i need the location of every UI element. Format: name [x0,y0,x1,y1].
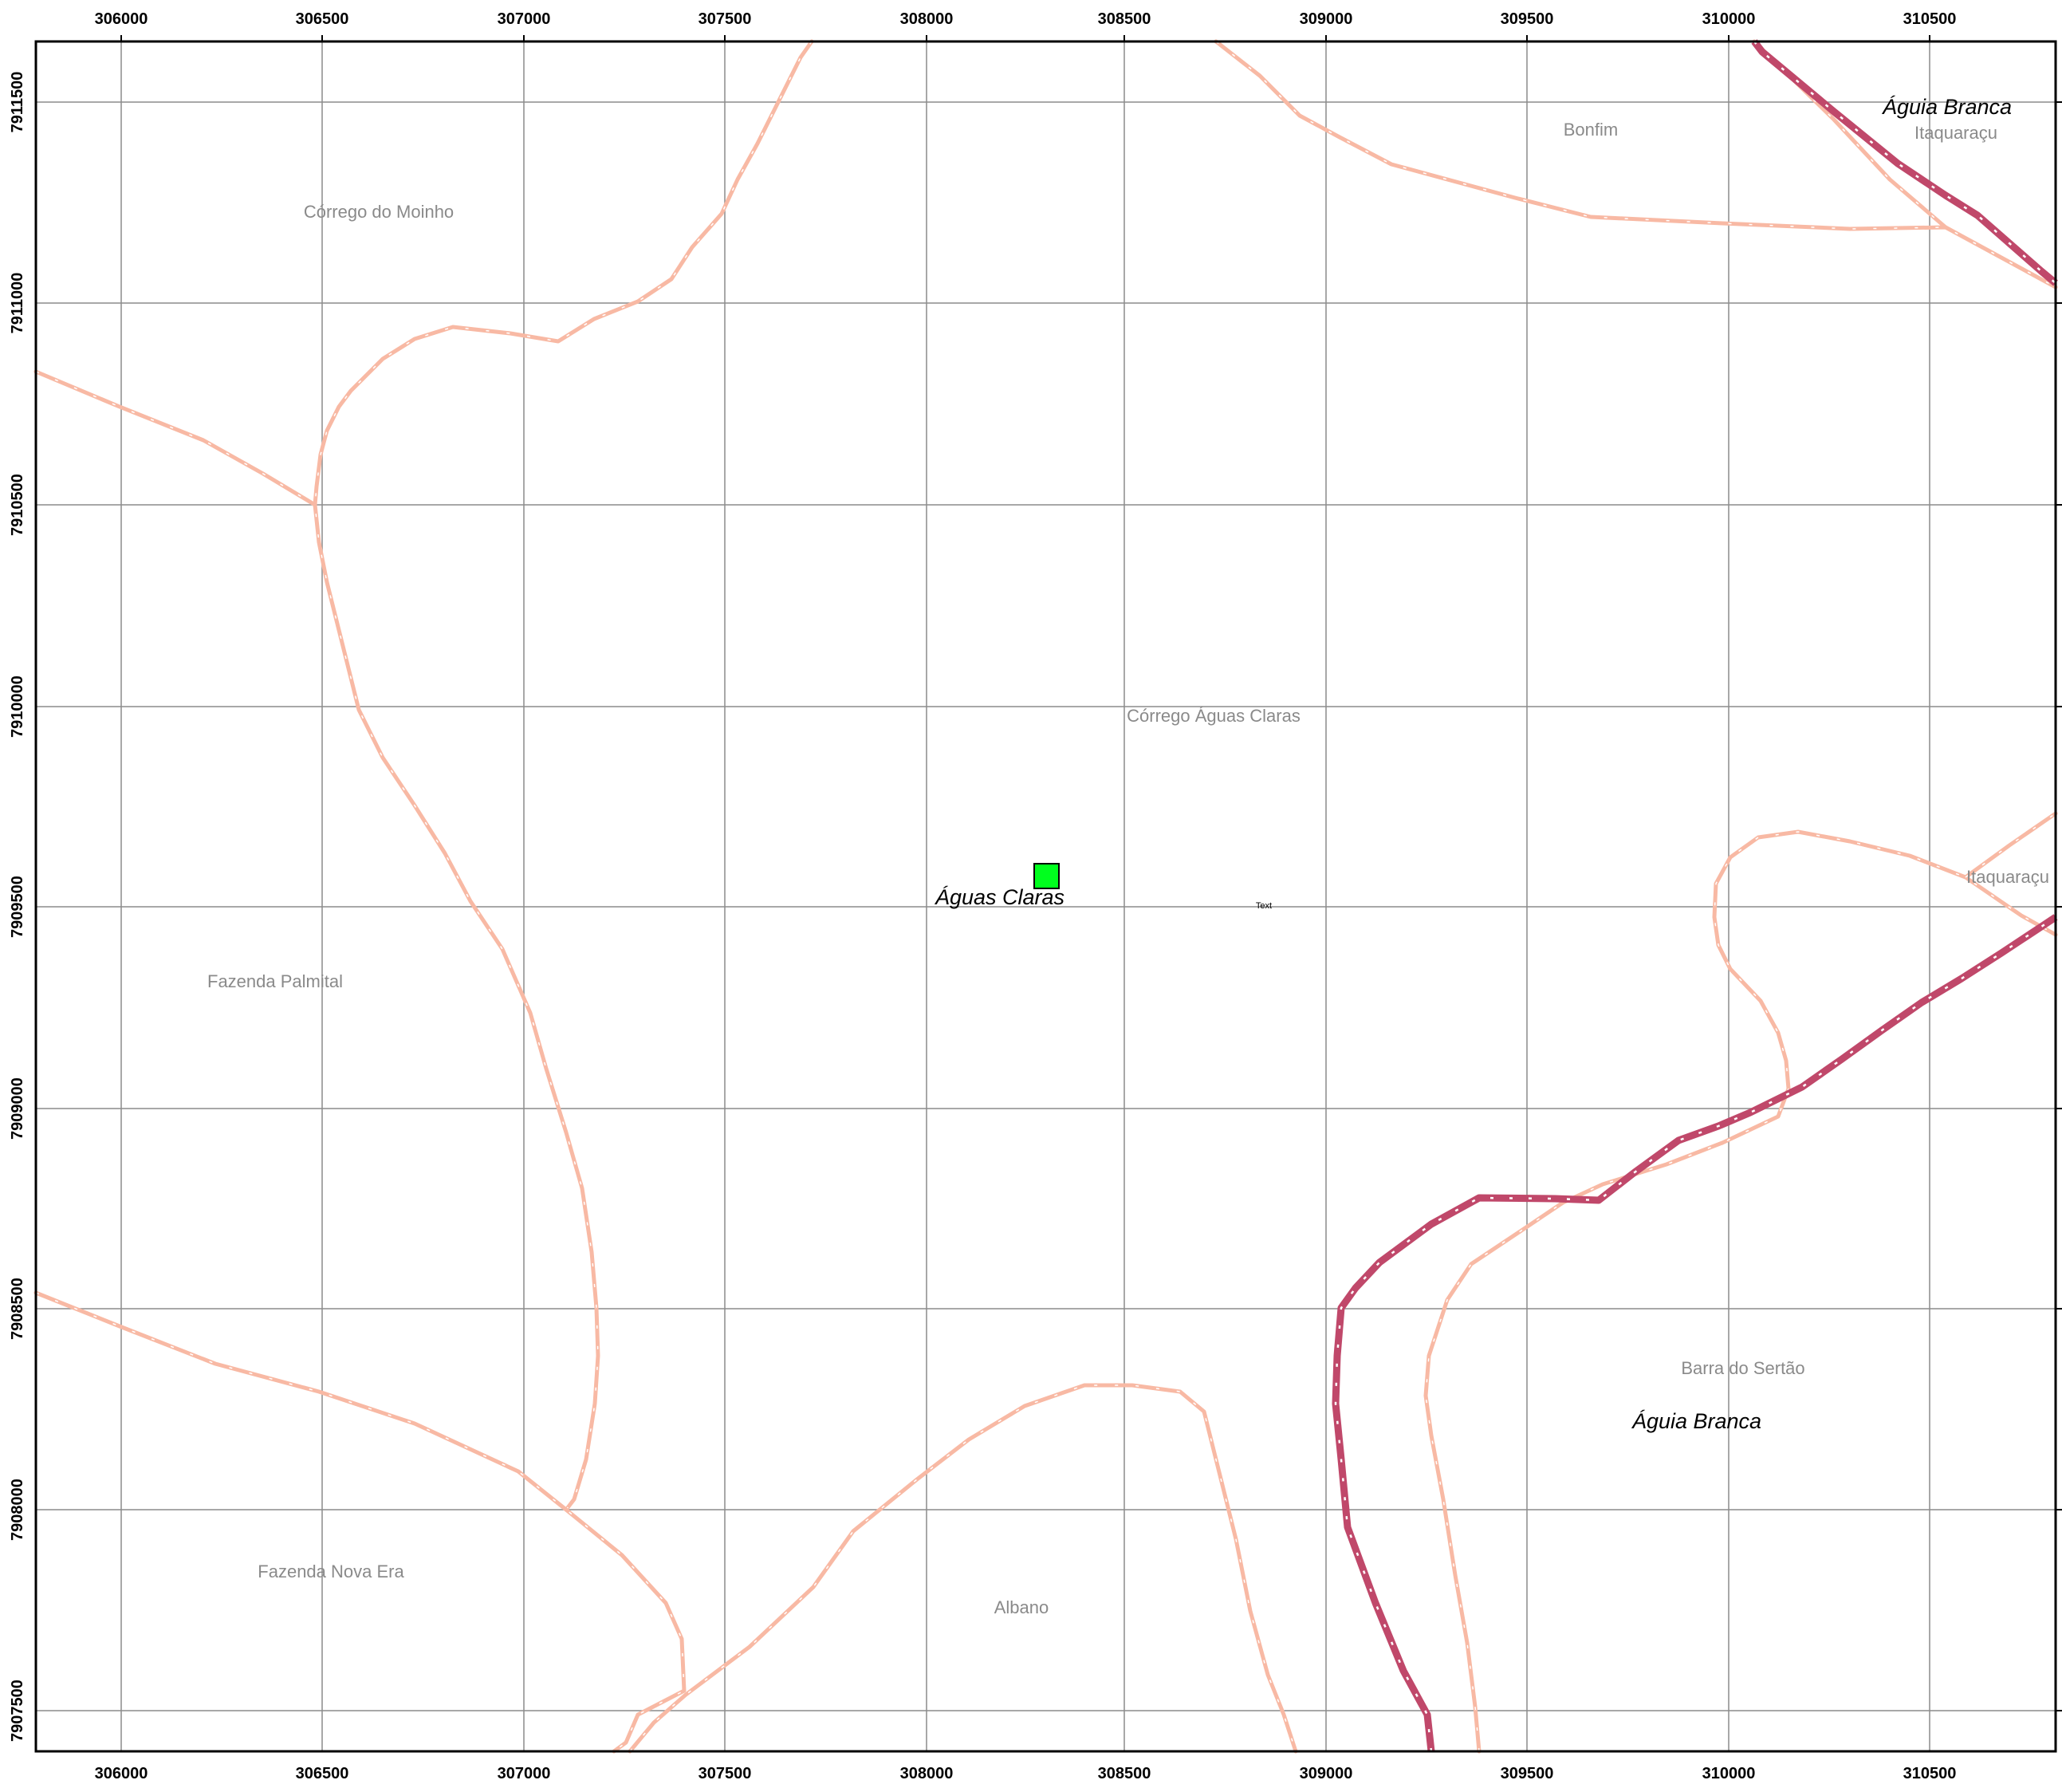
x-tick-label-top: 306000 [95,10,148,28]
label-aguia-branca-top: Águia Branca [1881,95,2012,119]
tick-marks [120,35,2062,1711]
label-text-placeholder: Text [1256,901,1272,911]
x-tick-label-top: 306500 [296,10,349,28]
x-axis-labels-bottom: 306000 306500 307000 307500 308000 30850… [95,1765,1957,1782]
x-tick-label-top: 307500 [698,10,752,28]
x-tick-label-top: 308500 [1098,10,1151,28]
place-labels: Córrego do Moinho Bonfim Itaquaraçu Córr… [207,95,2049,1617]
x-tick-label-top: 309000 [1300,10,1353,28]
road-major-southeast [1332,914,2058,1752]
x-tick-label-bottom: 307500 [698,1765,752,1782]
x-tick-label-top: 310500 [1903,10,1957,28]
x-tick-label-bottom: 309000 [1300,1765,1353,1782]
y-tick-label-left: 7909500 [9,876,26,938]
y-tick-label-left: 7910500 [9,474,26,536]
x-tick-label-top: 307000 [498,10,551,28]
x-tick-label-top: 308000 [900,10,954,28]
x-tick-label-bottom: 310000 [1702,1765,1756,1782]
minor-roads-layer [33,39,2058,1754]
road-minor-north-east [1214,39,2058,289]
y-tick-label-left: 7910000 [9,675,26,738]
x-tick-label-bottom: 308500 [1098,1765,1151,1782]
road-minor-albano-loop [628,1383,1298,1754]
x-axis-labels-top: 306000 306500 307000 307500 308000 30850… [95,10,1957,28]
label-itaquaracu-top: Itaquaraçu [1914,123,1997,143]
label-barra-do-sertao: Barra do Sertão [1681,1358,1804,1378]
road-minor-east-loop [1423,829,2058,1754]
road-minor-nw-branch [33,369,317,507]
label-itaquaracu-right: Itaquaraçu [1966,867,2049,887]
x-tick-label-top: 310000 [1702,10,1756,28]
coordinate-grid [36,41,2056,1751]
label-corrego-aguas-claras: Córrego Águas Claras [1127,706,1301,726]
label-bonfim: Bonfim [1564,120,1618,140]
y-tick-label-left: 7911000 [9,273,26,334]
major-roads-layer [1332,39,2058,1752]
label-fazenda-palmital: Fazenda Palmital [207,971,343,991]
x-tick-label-top: 309500 [1501,10,1554,28]
x-tick-label-bottom: 310500 [1903,1765,1957,1782]
label-corrego-do-moinho: Córrego do Moinho [304,202,454,222]
y-tick-label-left: 7908500 [9,1278,26,1340]
road-minor-east-spur [1963,811,2058,880]
green-square-marker-icon[interactable] [1033,863,1060,889]
road-major-northeast [1751,39,2058,286]
x-tick-label-bottom: 306000 [95,1765,148,1782]
x-tick-label-bottom: 309500 [1501,1765,1554,1782]
x-tick-label-bottom: 306500 [296,1765,349,1782]
map-frame [34,40,2057,1753]
y-tick-label-left: 7909000 [9,1077,26,1140]
label-aguia-branca-bottom: Águia Branca [1631,1409,1761,1433]
y-axis-labels-left: 7911500 7911000 7910500 7910000 7909500 … [9,72,26,1742]
y-tick-label-left: 7911500 [9,72,26,133]
x-tick-label-bottom: 307000 [498,1765,551,1782]
x-tick-label-bottom: 308000 [900,1765,954,1782]
label-albano: Albano [994,1597,1049,1617]
y-tick-label-left: 7907500 [9,1680,26,1742]
road-minor-west-curve [313,39,814,1512]
y-tick-label-left: 7908000 [9,1479,26,1541]
road-minor-sw-branch [33,1290,687,1754]
label-fazenda-nova-era: Fazenda Nova Era [258,1562,404,1581]
